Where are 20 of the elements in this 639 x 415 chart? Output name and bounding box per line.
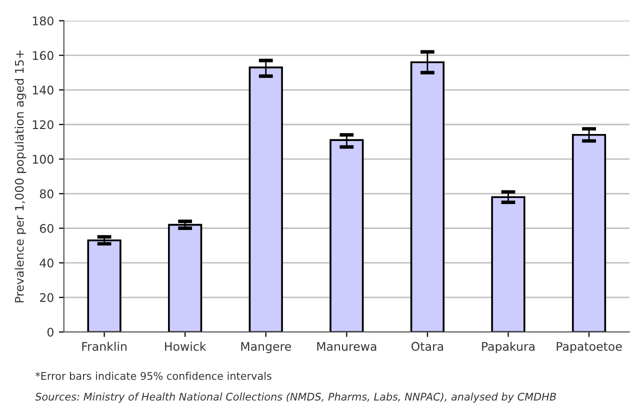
y-tick-label: 140	[32, 86, 54, 95]
x-tick-label: Otara	[411, 342, 443, 351]
x-tick-label: Papatoetoe	[556, 342, 622, 354]
x-tick-label: Howick	[165, 342, 206, 351]
y-tick-label: 180	[32, 16, 54, 26]
y-tick-label: 100	[32, 154, 54, 164]
y-tick-label: 80	[40, 189, 54, 198]
y-axis-title: Prevalence per 1,000 population aged 15+	[14, 50, 26, 302]
x-tick-label: Mangere	[241, 342, 291, 354]
y-tick-label: 20	[40, 293, 54, 302]
x-tick-label: Papakura	[482, 342, 534, 354]
y-tick-label: 40	[40, 258, 54, 268]
x-tick-label: Manurewa	[317, 342, 376, 351]
y-tick-label: 60	[40, 224, 54, 233]
source-note: Sources: Ministry of Health National Collections (NMDS, Pharms, Labs, NNPAC), analysed by CMDHB	[35, 392, 556, 403]
text: *Error bars indicate 95% confidence intervals	[35, 372, 272, 380]
y-tick-label: 160	[32, 51, 54, 60]
x-tick-label: Franklin	[82, 342, 126, 351]
y-tick-label: 0	[47, 328, 54, 337]
y-tick-label: 120	[32, 120, 54, 130]
